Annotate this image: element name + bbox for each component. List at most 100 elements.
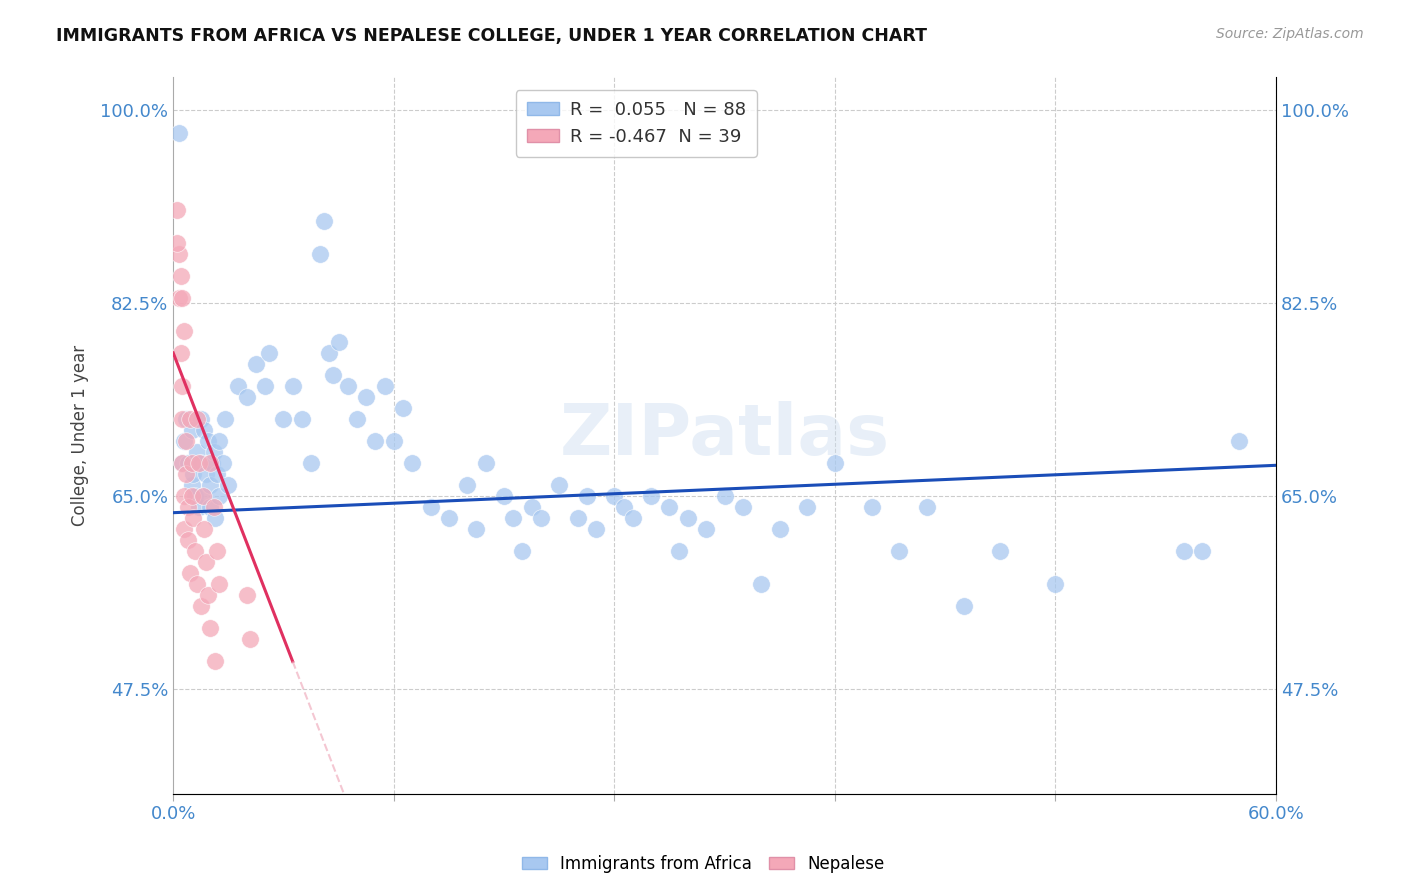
- Point: [191, 489, 214, 503]
- Point: [299, 456, 322, 470]
- Point: [952, 599, 974, 614]
- Point: [167, 291, 190, 305]
- Point: [548, 478, 571, 492]
- Point: [201, 456, 224, 470]
- Point: [190, 412, 212, 426]
- Point: [676, 511, 699, 525]
- Point: [585, 522, 607, 536]
- Point: [322, 368, 344, 382]
- Point: [226, 379, 249, 393]
- Point: [208, 434, 231, 448]
- Point: [374, 379, 396, 393]
- Point: [177, 533, 200, 548]
- Point: [202, 500, 225, 515]
- Point: [204, 655, 226, 669]
- Point: [1227, 434, 1250, 448]
- Point: [187, 500, 209, 515]
- Point: [860, 500, 883, 515]
- Point: [456, 478, 478, 492]
- Point: [186, 412, 208, 426]
- Point: [202, 445, 225, 459]
- Point: [988, 544, 1011, 558]
- Point: [207, 544, 229, 558]
- Point: [437, 511, 460, 525]
- Point: [217, 478, 239, 492]
- Point: [354, 390, 377, 404]
- Point: [915, 500, 938, 515]
- Point: [318, 346, 340, 360]
- Point: [172, 456, 194, 470]
- Point: [174, 412, 197, 426]
- Text: Source: ZipAtlas.com: Source: ZipAtlas.com: [1216, 27, 1364, 41]
- Point: [273, 412, 295, 426]
- Point: [177, 456, 200, 470]
- Point: [186, 577, 208, 591]
- Point: [179, 412, 201, 426]
- Point: [392, 401, 415, 415]
- Point: [174, 467, 197, 482]
- Point: [520, 500, 543, 515]
- Point: [183, 511, 205, 525]
- Point: [173, 522, 195, 536]
- Point: [208, 577, 231, 591]
- Point: [612, 500, 634, 515]
- Point: [173, 324, 195, 338]
- Point: [190, 599, 212, 614]
- Point: [1045, 577, 1067, 591]
- Point: [502, 511, 524, 525]
- Point: [186, 445, 208, 459]
- Point: [336, 379, 359, 393]
- Point: [198, 500, 221, 515]
- Point: [184, 489, 207, 503]
- Point: [208, 489, 231, 503]
- Point: [382, 434, 405, 448]
- Point: [695, 522, 717, 536]
- Point: [567, 511, 589, 525]
- Y-axis label: College, Under 1 year: College, Under 1 year: [72, 345, 89, 526]
- Point: [419, 500, 441, 515]
- Point: [177, 500, 200, 515]
- Point: [512, 544, 534, 558]
- Point: [1173, 544, 1195, 558]
- Point: [198, 478, 221, 492]
- Point: [235, 588, 257, 602]
- Point: [492, 489, 515, 503]
- Point: [364, 434, 387, 448]
- Point: [197, 434, 219, 448]
- Point: [474, 456, 496, 470]
- Legend: Immigrants from Africa, Nepalese: Immigrants from Africa, Nepalese: [515, 848, 891, 880]
- Point: [193, 522, 215, 536]
- Point: [235, 390, 257, 404]
- Point: [312, 213, 335, 227]
- Point: [183, 467, 205, 482]
- Point: [749, 577, 772, 591]
- Point: [180, 423, 202, 437]
- Point: [195, 555, 218, 569]
- Point: [174, 434, 197, 448]
- Point: [169, 346, 191, 360]
- Point: [731, 500, 754, 515]
- Point: [658, 500, 681, 515]
- Point: [309, 246, 332, 260]
- Point: [257, 346, 280, 360]
- Point: [603, 489, 626, 503]
- Point: [198, 456, 221, 470]
- Point: [713, 489, 735, 503]
- Point: [621, 511, 644, 525]
- Point: [575, 489, 598, 503]
- Point: [180, 478, 202, 492]
- Point: [172, 291, 194, 305]
- Point: [401, 456, 423, 470]
- Point: [204, 511, 226, 525]
- Point: [179, 566, 201, 581]
- Point: [193, 423, 215, 437]
- Point: [195, 467, 218, 482]
- Point: [824, 456, 846, 470]
- Point: [172, 412, 194, 426]
- Point: [184, 544, 207, 558]
- Point: [169, 268, 191, 283]
- Point: [769, 522, 792, 536]
- Point: [239, 632, 262, 647]
- Point: [180, 489, 202, 503]
- Point: [173, 434, 195, 448]
